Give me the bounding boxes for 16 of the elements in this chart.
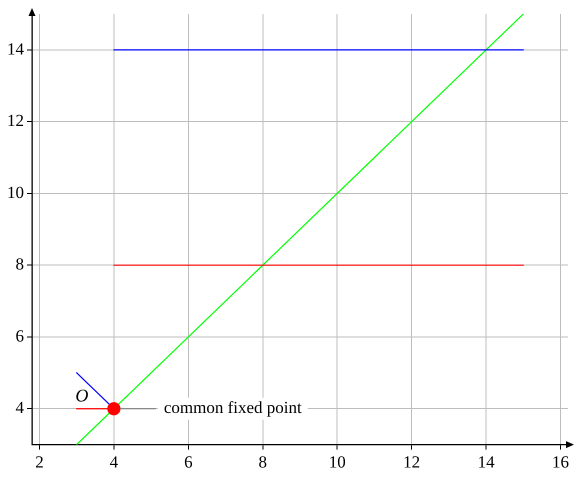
y-tick-label: 10 [7,182,24,202]
annotation: common fixed point [164,398,302,418]
x-tick-label: 10 [328,452,346,472]
y-tick-label: 14 [7,39,24,58]
y-tick-label: 6 [16,326,24,346]
y-tick-label: 12 [7,111,24,130]
x-tick-label: 12 [403,452,420,472]
x-tick-label: 4 [110,452,119,472]
x-tick-label: 16 [552,452,570,472]
y-tick-label: 8 [16,254,24,274]
x-tick-label: 2 [35,452,44,472]
annotation: O [75,385,88,406]
x-tick-label: 6 [184,452,193,472]
x-tick-label: 8 [258,452,268,472]
y-tick-label: 4 [16,398,24,418]
x-tick-label: 14 [478,452,496,472]
